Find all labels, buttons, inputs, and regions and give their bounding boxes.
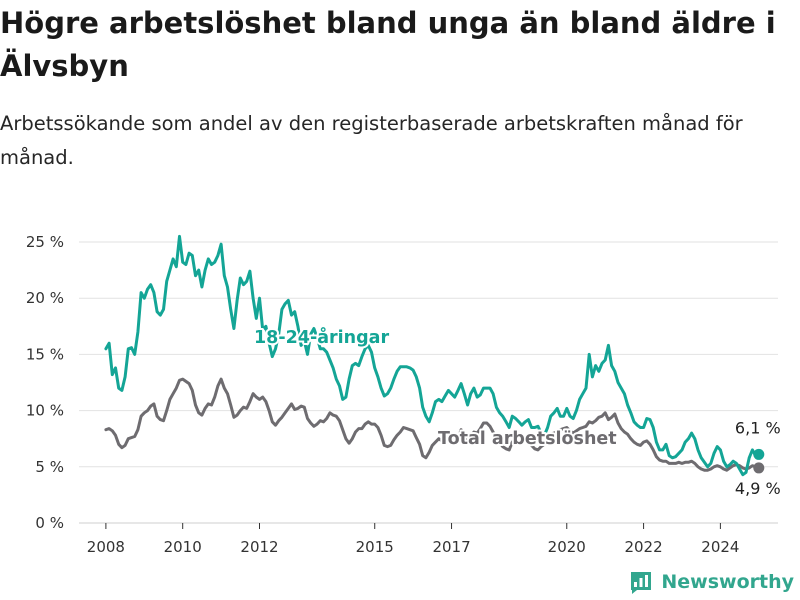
- newsworthy-logo-icon: [631, 572, 652, 594]
- x-tick-label: 2012: [240, 538, 278, 556]
- y-tick-label: 0 %: [35, 514, 64, 532]
- x-tick-label: 2015: [356, 538, 394, 556]
- brand-logo[interactable]: Newsworthy: [629, 566, 794, 598]
- series-label-youth-halo: 18-24-åringar: [254, 326, 389, 348]
- end-value-label-total: 4,9 %: [735, 479, 781, 498]
- page-title: Högre arbetslöshet bland unga än bland ä…: [0, 6, 776, 83]
- series-line-youth: [104, 234, 761, 477]
- series-label-youth: 18-24-åringar: [254, 326, 389, 348]
- y-tick-label: 5 %: [35, 458, 64, 476]
- x-tick-label: 2024: [701, 538, 739, 556]
- x-tick-label: 2010: [164, 538, 202, 556]
- y-tick-label: 20 %: [26, 289, 64, 307]
- y-tick-label: 15 %: [26, 345, 64, 363]
- series-line-total: [104, 377, 761, 472]
- x-tick-label: 2008: [87, 538, 125, 556]
- end-point-youth: [753, 448, 765, 460]
- end-value-label-youth: 6,1 %: [735, 418, 781, 437]
- page-subtitle: Arbetssökande som andel av den registerb…: [0, 112, 743, 169]
- end-point-total: [753, 462, 765, 474]
- series-label-total-halo: Total arbetslöshet: [438, 429, 617, 449]
- x-tick-label: 2022: [624, 538, 662, 556]
- x-tick-label: 2020: [548, 538, 586, 556]
- y-tick-label: 10 %: [26, 402, 64, 420]
- brand-name: Newsworthy: [661, 571, 794, 593]
- y-tick-label: 25 %: [26, 233, 64, 251]
- series-label-total: Total arbetslöshet: [438, 429, 617, 449]
- x-tick-label: 2017: [432, 538, 470, 556]
